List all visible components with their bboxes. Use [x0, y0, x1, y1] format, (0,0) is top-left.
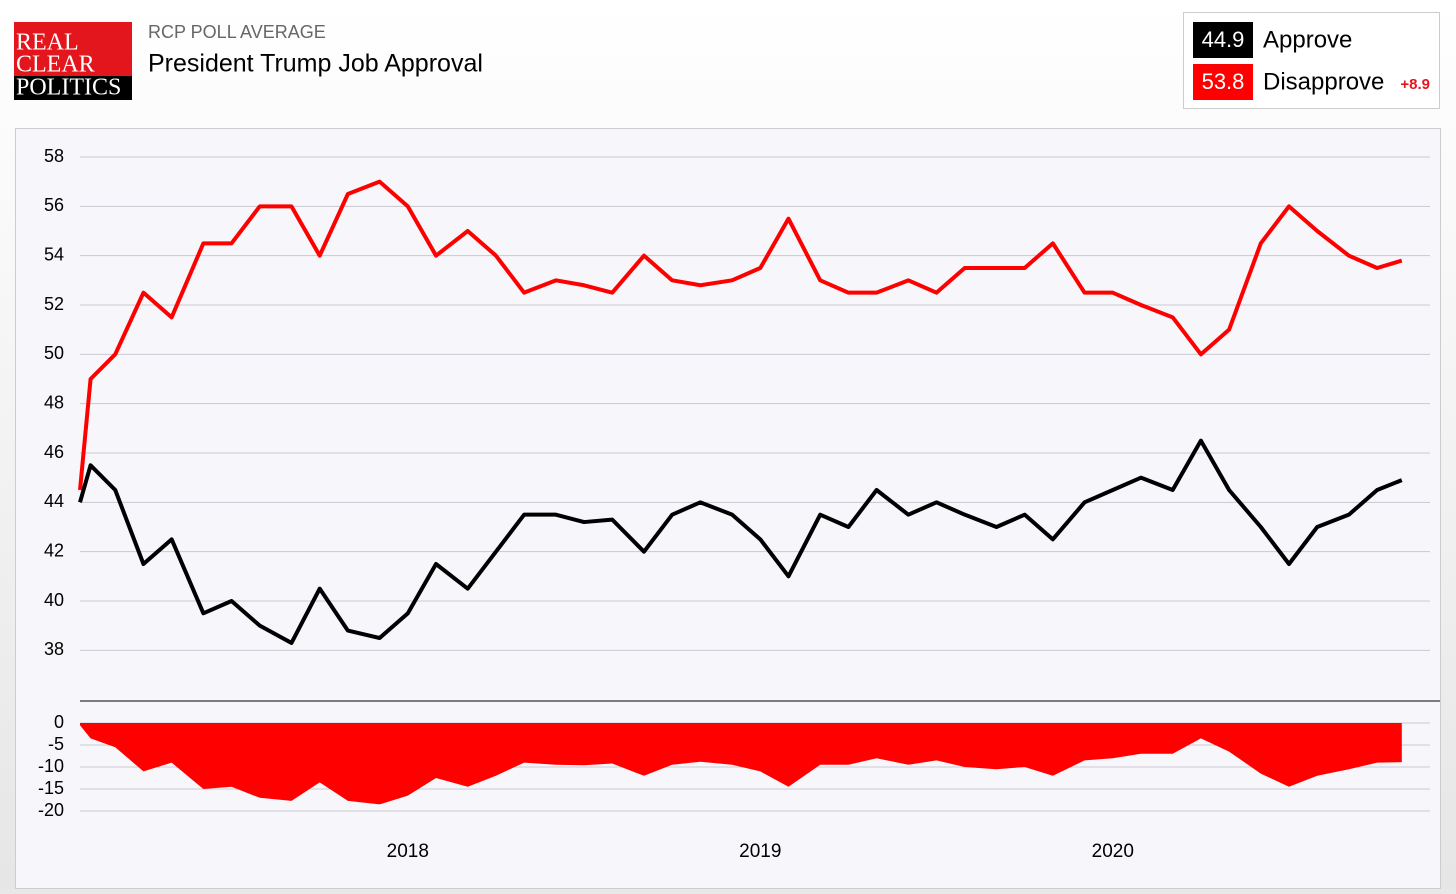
chart-title: President Trump Job Approval — [148, 50, 483, 78]
legend-swatch — [1193, 64, 1253, 100]
y-tick-label: -15 — [38, 778, 64, 798]
x-tick-label: 2019 — [739, 841, 781, 862]
y-tick-label: 56 — [44, 195, 64, 215]
y-tick-label: -20 — [38, 800, 64, 820]
y-tick-label: 54 — [44, 244, 64, 264]
y-tick-label: 44 — [44, 491, 64, 511]
kicker: RCP POLL AVERAGE — [148, 22, 326, 42]
x-tick-label: 2020 — [1092, 841, 1134, 862]
y-tick-label: 50 — [44, 343, 64, 363]
y-tick-label: 38 — [44, 639, 64, 659]
legend-value: 53.8 — [1202, 69, 1245, 94]
y-tick-label: 46 — [44, 442, 64, 462]
legend-value: 44.9 — [1202, 27, 1245, 52]
y-tick-label: 52 — [44, 294, 64, 314]
series-line — [78, 438, 1403, 645]
legend-spread: +8.9 — [1400, 76, 1430, 93]
y-tick-label: -5 — [48, 734, 64, 754]
logo-band — [14, 76, 132, 100]
y-tick-label: 58 — [44, 146, 64, 166]
legend-label: Disapprove — [1263, 68, 1384, 95]
y-tick-label: 42 — [44, 540, 64, 560]
logo-text: CLEAR — [16, 52, 95, 78]
series-line — [78, 179, 1403, 491]
logo-text: POLITICS — [16, 75, 121, 101]
spread-area — [80, 723, 1402, 805]
y-tick-label: -10 — [38, 756, 64, 776]
y-tick-label: 48 — [44, 392, 64, 412]
logo-text: REAL — [16, 30, 79, 56]
x-tick-label: 2018 — [387, 841, 429, 862]
legend-label: Approve — [1263, 26, 1352, 53]
y-tick-label: 0 — [54, 712, 64, 732]
legend-swatch — [1193, 22, 1253, 58]
y-tick-label: 40 — [44, 590, 64, 610]
